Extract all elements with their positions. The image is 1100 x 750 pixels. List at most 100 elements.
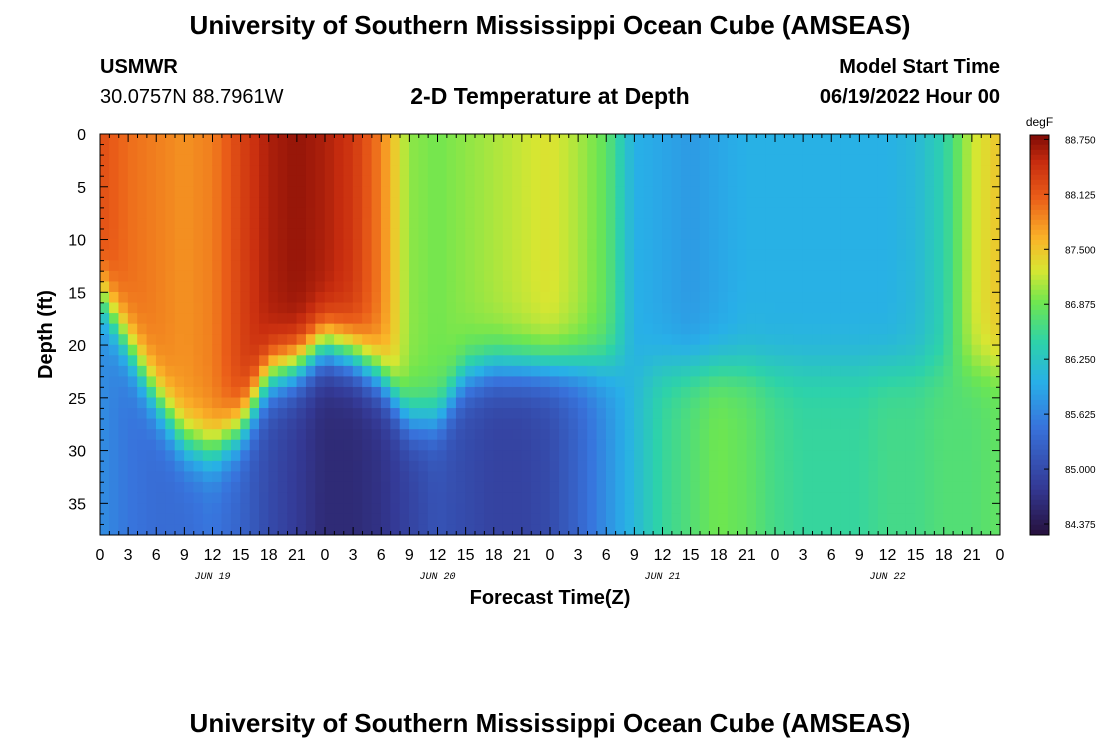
heatmap-cell [746,323,757,335]
heatmap-cell [727,302,738,314]
heatmap-cell [165,524,176,536]
colorbar-segment [1030,249,1049,256]
heatmap-cell [343,418,354,430]
heatmap-cell [137,408,148,420]
heatmap-cell [127,429,138,441]
heatmap-cell [530,365,541,378]
heatmap-cell [746,334,757,346]
heatmap-cell [268,481,279,494]
heatmap-cell [709,408,720,420]
heatmap-cell [765,239,776,251]
heatmap-cell [118,165,129,177]
heatmap-cell [343,471,354,483]
heatmap-cell [840,323,851,335]
heatmap-cell [962,397,973,409]
heatmap-cell [568,460,579,472]
heatmap-cell [559,133,570,145]
heatmap-cell [465,260,476,272]
heatmap-cell [755,249,766,261]
heatmap-cell [259,313,270,325]
heatmap-cell [399,376,410,388]
heatmap-cell [127,133,138,145]
heatmap-cell [840,291,851,304]
heatmap-cell [305,323,316,335]
heatmap-cell [268,313,279,325]
heatmap-cell [596,218,607,230]
heatmap-cell [287,165,298,177]
heatmap-cell [549,408,560,420]
heatmap-cell [259,492,270,504]
heatmap-cell [549,492,560,504]
heatmap-cell [409,460,420,472]
heatmap-cell [652,228,663,240]
heatmap-cell [193,334,204,346]
heatmap-cell [746,207,757,219]
heatmap-cell [727,429,738,441]
heatmap-cell [718,154,729,166]
heatmap-cell [980,418,991,430]
heatmap-cell [624,397,635,409]
heatmap-cell [146,218,157,230]
heatmap-cell [859,397,870,409]
heatmap-cell [390,133,401,145]
heatmap-cell [662,154,673,166]
heatmap-cell [859,281,870,293]
heatmap-cell [962,249,973,261]
heatmap-cell [484,133,495,145]
heatmap-cell [277,376,288,388]
heatmap-cell [127,334,138,346]
heatmap-cell [559,302,570,314]
heatmap-cell [474,249,485,261]
heatmap-cell [643,165,654,177]
heatmap-cell [230,471,241,483]
colorbar-segment [1030,519,1049,526]
heatmap-cell [437,503,448,515]
heatmap-cell [924,270,935,283]
heatmap-cell [709,503,720,515]
heatmap-cell [109,439,120,451]
heatmap-cell [512,450,523,462]
heatmap-cell [540,397,551,409]
heatmap-cell [399,524,410,536]
colorbar-segment [1030,409,1049,416]
heatmap-cell [887,154,898,166]
heatmap-cell [399,197,410,209]
heatmap-cell [615,365,626,378]
colorbar-segment [1030,514,1049,521]
heatmap-cell [652,323,663,335]
heatmap-cell [718,218,729,230]
heatmap-cell [765,365,776,378]
heatmap-cell [512,260,523,272]
heatmap-cell [174,154,185,166]
heatmap-cell [549,418,560,430]
heatmap-cell [184,186,195,198]
heatmap-cell [596,418,607,430]
heatmap-cell [399,228,410,240]
heatmap-cell [287,524,298,536]
heatmap-cell [849,418,860,430]
heatmap-cell [680,334,691,346]
x-tick-label: 6 [377,547,386,564]
heatmap-cell [605,239,616,251]
heatmap-cell [877,344,888,356]
colorbar-segment [1030,169,1049,176]
heatmap-cell [652,281,663,293]
heatmap-cell [437,513,448,525]
colorbar-segment [1030,189,1049,196]
heatmap-cell [221,228,232,240]
heatmap-cell [540,503,551,515]
heatmap-cell [240,133,251,145]
heatmap-cell [305,439,316,451]
heatmap-cell [502,133,513,145]
heatmap-cell [493,291,504,304]
heatmap-cell [952,154,963,166]
heatmap-cell [727,503,738,515]
heatmap-cell [530,334,541,346]
heatmap-cell [240,291,251,304]
heatmap-cell [99,492,110,504]
heatmap-cell [859,270,870,283]
heatmap-cell [455,323,466,335]
heatmap-cell [671,344,682,356]
heatmap-cell [709,249,720,261]
heatmap-cell [465,471,476,483]
